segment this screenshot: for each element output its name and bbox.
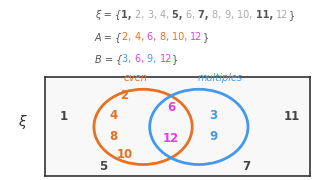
Text: }: } (289, 10, 295, 20)
Text: 2,: 2, (122, 32, 135, 42)
Text: 8,: 8, (159, 32, 172, 42)
Text: 12: 12 (190, 32, 203, 42)
Text: 2: 2 (120, 89, 129, 102)
Text: 11,: 11, (256, 10, 276, 20)
Text: ξ: ξ (19, 115, 26, 129)
Text: ξ = {: ξ = { (95, 10, 121, 20)
Text: 12: 12 (163, 132, 179, 145)
Text: 12: 12 (159, 54, 172, 64)
Text: B = {: B = { (95, 54, 122, 64)
Text: 10,: 10, (237, 10, 256, 20)
Text: 4,: 4, (135, 32, 147, 42)
Text: 8: 8 (110, 130, 118, 143)
Text: 5,: 5, (172, 10, 186, 20)
Text: 3,: 3, (122, 54, 135, 64)
Text: 6,: 6, (147, 32, 159, 42)
Text: 3,: 3, (148, 10, 160, 20)
Text: 10: 10 (116, 148, 132, 161)
Text: }: } (203, 32, 209, 42)
Text: 5: 5 (99, 160, 107, 173)
Text: 9: 9 (209, 130, 218, 143)
Text: 2,: 2, (135, 10, 148, 20)
Text: A = {: A = { (95, 32, 122, 42)
Text: 9,: 9, (147, 54, 159, 64)
Text: 1: 1 (59, 111, 68, 123)
Text: multiples: multiples (197, 73, 243, 83)
Text: 1,: 1, (121, 10, 135, 20)
Text: 7,: 7, (198, 10, 212, 20)
Text: }: } (172, 54, 178, 64)
Text: even: even (123, 73, 147, 83)
Text: 6,: 6, (186, 10, 198, 20)
Text: 6: 6 (167, 101, 175, 114)
Text: 10,: 10, (172, 32, 190, 42)
Text: 9,: 9, (225, 10, 237, 20)
Text: 8,: 8, (212, 10, 225, 20)
Text: 6,: 6, (135, 54, 147, 64)
Text: 7: 7 (243, 160, 251, 173)
Text: 11: 11 (284, 111, 300, 123)
Text: 3: 3 (209, 109, 218, 122)
Text: 4,: 4, (160, 10, 172, 20)
Text: 12: 12 (276, 10, 289, 20)
Text: 4: 4 (110, 109, 118, 122)
